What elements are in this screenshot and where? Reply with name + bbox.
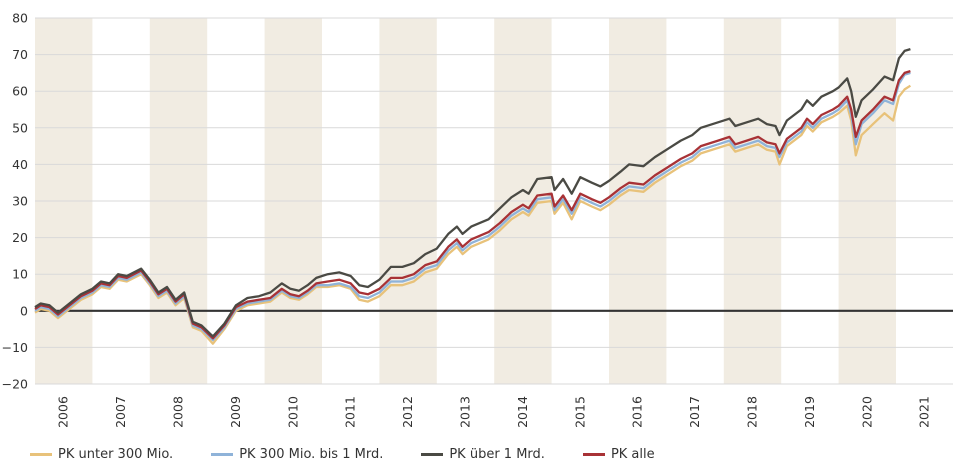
x-tick-label: 2007 xyxy=(113,396,128,428)
legend-swatch xyxy=(421,453,444,456)
y-tick-label: 30 xyxy=(12,194,28,209)
x-tick-label: 2012 xyxy=(400,396,415,428)
legend-label: PK unter 300 Mio. xyxy=(58,447,174,462)
y-tick-label: 40 xyxy=(12,157,28,172)
legend: PK unter 300 Mio. PK 300 Mio. bis 1 Mrd.… xyxy=(30,447,655,462)
x-tick-label: 2010 xyxy=(285,396,300,428)
series-line-1 xyxy=(34,71,911,342)
y-tick-label: 0 xyxy=(20,303,28,318)
legend-item: PK unter 300 Mio. xyxy=(30,447,173,462)
x-tick-label: 2011 xyxy=(343,396,358,428)
x-tick-label: 2016 xyxy=(630,396,645,428)
legend-label: PK 300 Mio. bis 1 Mrd. xyxy=(239,447,384,462)
x-tick-label: 2017 xyxy=(687,396,702,428)
line-chart: −20 −10 0 10 20 30 40 50 60 70 80 2006 2007 2008 2009… xyxy=(2,11,953,428)
x-tick-label: 2019 xyxy=(802,396,817,428)
legend-swatch xyxy=(211,453,234,456)
x-tick-label: 2013 xyxy=(458,396,473,428)
legend-item: PK über 1 Mrd. xyxy=(421,447,545,462)
series-lines xyxy=(34,48,912,345)
x-tick-label: 2018 xyxy=(745,396,760,428)
legend-label: PK alle xyxy=(610,447,655,462)
x-tick-label: 2020 xyxy=(859,396,874,428)
y-tick-label: −20 xyxy=(2,377,28,392)
series-line-3 xyxy=(34,70,911,340)
y-tick-label: 70 xyxy=(12,47,28,62)
y-axis-ticks: −20 −10 0 10 20 30 40 50 60 70 80 xyxy=(2,11,28,392)
x-tick-label: 2021 xyxy=(917,396,932,428)
x-tick-label: 2009 xyxy=(228,396,243,428)
y-tick-label: 60 xyxy=(12,84,28,99)
series-line-0 xyxy=(34,84,912,345)
legend-item: PK 300 Mio. bis 1 Mrd. xyxy=(211,447,383,462)
x-tick-label: 2014 xyxy=(515,396,530,428)
y-tick-label: 10 xyxy=(12,267,28,282)
legend-label: PK über 1 Mrd. xyxy=(449,447,545,462)
legend-swatch xyxy=(582,453,605,456)
series-line-2 xyxy=(34,48,911,338)
y-tick-label: 50 xyxy=(12,120,28,135)
y-tick-label: 80 xyxy=(12,11,28,26)
x-tick-label: 2008 xyxy=(171,396,186,428)
legend-swatch xyxy=(30,453,52,456)
x-tick-label: 2015 xyxy=(572,396,587,428)
legend-item: PK alle xyxy=(582,447,655,462)
x-tick-label: 2006 xyxy=(56,396,71,428)
x-axis-ticks: 2006 2007 2008 2009 2010 2011 2012 2013 2014 2015… xyxy=(56,396,932,428)
y-tick-label: 20 xyxy=(12,230,28,245)
y-tick-label: −10 xyxy=(2,340,28,355)
